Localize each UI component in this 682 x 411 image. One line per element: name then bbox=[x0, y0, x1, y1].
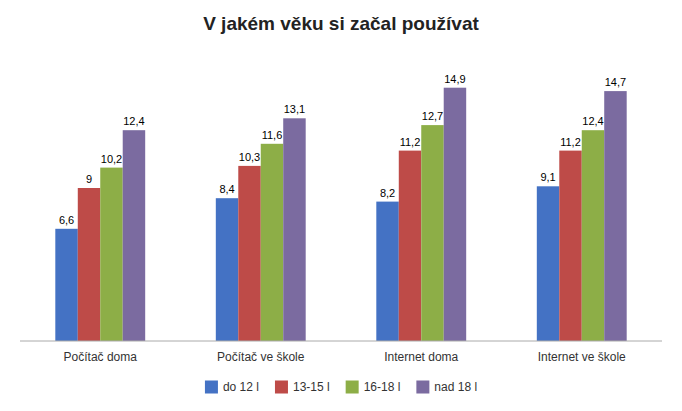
title: V jakém věku si začal používat bbox=[203, 13, 479, 34]
bar bbox=[376, 202, 398, 341]
bar bbox=[399, 151, 421, 341]
bar bbox=[421, 125, 443, 341]
bar bbox=[55, 229, 77, 341]
x-axis bbox=[20, 341, 662, 342]
bars bbox=[55, 88, 626, 341]
legend-label: 13-15 l bbox=[293, 380, 330, 394]
bar bbox=[216, 198, 238, 341]
data-label: 12,4 bbox=[582, 115, 603, 127]
data-label: 8,2 bbox=[380, 187, 395, 199]
data-label: 9,1 bbox=[540, 171, 555, 183]
data-label: 13,1 bbox=[284, 103, 305, 115]
data-label: 8,4 bbox=[219, 183, 234, 195]
bar bbox=[100, 168, 122, 341]
legend-swatch bbox=[275, 381, 288, 394]
chart-container: V jakém věku si začal používat 6,6 8,4 8,2 9… bbox=[0, 0, 682, 411]
chart: V jakém věku si začal používat 6,6 8,4 8,2 9… bbox=[0, 0, 682, 411]
data-label: 14,7 bbox=[605, 76, 626, 88]
bar bbox=[582, 130, 604, 341]
bar bbox=[123, 130, 145, 341]
data-label: 11,6 bbox=[262, 129, 283, 141]
bar bbox=[537, 186, 559, 341]
data-label: 12,4 bbox=[123, 115, 144, 127]
legend-label: 16-18 l bbox=[364, 380, 401, 394]
data-label: 6,6 bbox=[59, 214, 74, 226]
legend-swatch bbox=[346, 381, 359, 394]
data-label: 10,2 bbox=[101, 153, 122, 165]
data-label: 11,2 bbox=[560, 136, 581, 148]
bar bbox=[604, 91, 626, 341]
bar bbox=[238, 166, 260, 341]
data-labels: 6,6 8,4 8,2 9,1 9 10,3 11,2 11,2 10,2 11,6 12,7 12,… bbox=[59, 73, 626, 226]
bar bbox=[283, 118, 305, 341]
x-tick-label: Počítač ve škole bbox=[217, 350, 305, 364]
data-label: 12,7 bbox=[422, 110, 443, 122]
data-label: 9 bbox=[86, 173, 92, 185]
x-tick-label: Počítač doma bbox=[64, 350, 138, 364]
legend: do 12 l 13-15 l 16-18 l nad 18 l bbox=[205, 380, 477, 394]
data-label: 11,2 bbox=[400, 136, 421, 148]
bar bbox=[559, 151, 581, 341]
legend-swatch bbox=[205, 381, 218, 394]
data-label: 10,3 bbox=[239, 151, 260, 163]
data-label: 14,9 bbox=[444, 73, 465, 85]
x-tick-label: Internet doma bbox=[384, 350, 458, 364]
bar bbox=[78, 188, 100, 341]
legend-label: do 12 l bbox=[223, 380, 259, 394]
legend-swatch bbox=[416, 381, 429, 394]
bar bbox=[261, 144, 283, 341]
x-tick-label: Internet ve škole bbox=[538, 350, 626, 364]
bar bbox=[444, 88, 466, 341]
legend-label: nad 18 l bbox=[434, 380, 477, 394]
